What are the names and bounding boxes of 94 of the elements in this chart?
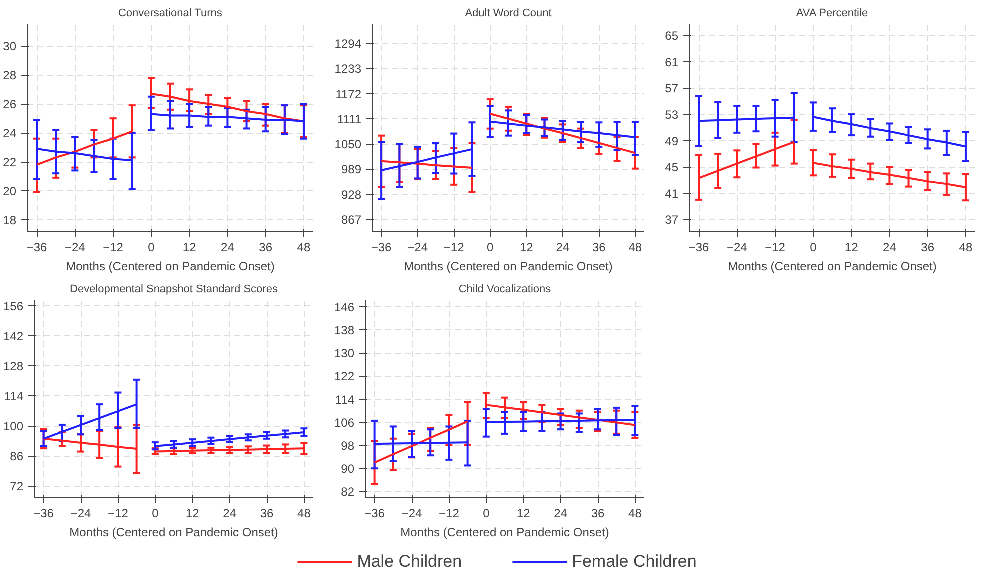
- x-tick-label: 36: [259, 240, 273, 254]
- y-tick-label: 867: [341, 213, 362, 228]
- x-axis-title: Months (Centered on Pandemic Onset): [70, 526, 278, 540]
- y-tick-label: 90: [341, 462, 355, 476]
- chart-title: Developmental Snapshot Standard Scores: [70, 284, 278, 296]
- x-tick-label: 24: [556, 240, 570, 254]
- line-series: [489, 112, 636, 154]
- x-tick-label: −12: [439, 506, 460, 520]
- x-tick-label: −24: [726, 240, 748, 254]
- x-tick-label: 48: [298, 506, 312, 520]
- y-tick-label: 41: [665, 186, 679, 201]
- x-tick-label: −36: [26, 240, 48, 254]
- y-tick-label: 82: [341, 485, 355, 500]
- x-tick-label: 48: [628, 506, 642, 520]
- x-tick-label: −12: [765, 240, 786, 254]
- x-tick-label: −36: [364, 506, 386, 520]
- x-tick-label: −24: [408, 240, 428, 254]
- y-tick-label: 72: [10, 480, 24, 494]
- x-tick-label: −12: [108, 506, 129, 520]
- y-tick-label: 156: [3, 299, 24, 314]
- y-tick-label: 61: [665, 55, 679, 70]
- y-tick-label: 26: [3, 98, 17, 112]
- x-tick-label: 48: [297, 240, 311, 254]
- y-tick-label: 1294: [334, 36, 362, 51]
- y-tick-label: 18: [3, 213, 17, 228]
- x-axis-title: Months (Centered on Pandemic Onset): [728, 260, 937, 274]
- y-tick-label: 45: [665, 160, 679, 175]
- chart-title: AVA Percentile: [796, 8, 868, 20]
- y-tick-label: 138: [334, 323, 355, 338]
- y-tick-label: 130: [334, 346, 355, 361]
- y-tick-label: 114: [335, 392, 355, 407]
- y-tick-label: 989: [341, 162, 362, 177]
- x-axis-title: Months (Centered on Pandemic Onset): [66, 260, 275, 274]
- y-tick-label: 65: [665, 29, 679, 44]
- x-tick-label: 48: [959, 240, 973, 254]
- x-tick-label: 0: [483, 506, 490, 520]
- y-tick-label: 146: [334, 300, 355, 314]
- x-tick-label: −12: [444, 240, 465, 254]
- y-tick-label: 106: [334, 416, 355, 430]
- y-tick-label: 1233: [334, 62, 362, 76]
- x-tick-label: 48: [628, 240, 642, 254]
- x-tick-label: 24: [223, 506, 237, 520]
- x-tick-label: 36: [921, 240, 935, 254]
- y-tick-label: 100: [3, 420, 24, 434]
- y-tick-label: 1172: [336, 87, 362, 102]
- x-tick-label: 12: [516, 506, 531, 520]
- x-tick-label: 0: [487, 240, 494, 254]
- y-tick-label: 28: [3, 68, 17, 83]
- y-tick-label: 1111: [337, 112, 362, 126]
- x-tick-label: 12: [844, 240, 859, 254]
- x-tick-label: −24: [402, 506, 423, 520]
- x-tick-label: 12: [186, 506, 200, 520]
- y-tick-label: 24: [3, 126, 17, 141]
- x-tick-label: 0: [148, 240, 156, 254]
- x-tick-label: 0: [810, 240, 818, 254]
- y-tick-label: 128: [3, 359, 24, 374]
- legend-label: Male Children: [357, 552, 462, 572]
- y-tick-label: 57: [665, 82, 679, 96]
- chart-title: Conversational Turns: [118, 8, 223, 20]
- line-series: [380, 160, 474, 169]
- y-tick-label: 114: [4, 389, 24, 404]
- x-tick-label: −36: [688, 240, 710, 254]
- y-tick-label: 142: [3, 329, 24, 344]
- y-tick-label: 98: [341, 439, 355, 454]
- x-tick-label: −36: [371, 240, 392, 254]
- x-tick-label: −12: [103, 240, 124, 254]
- chart-title: Child Vocalizations: [458, 284, 552, 296]
- chart-title: Adult Word Count: [465, 8, 552, 20]
- y-tick-label: 122: [334, 370, 355, 384]
- x-tick-label: 12: [182, 240, 197, 254]
- y-tick-label: 86: [10, 450, 24, 464]
- y-tick-label: 1050: [334, 138, 362, 152]
- x-tick-label: 0: [152, 506, 160, 520]
- y-tick-label: 20: [3, 184, 17, 198]
- x-tick-label: 36: [591, 506, 605, 520]
- x-tick-label: 24: [221, 240, 235, 254]
- x-tick-label: 12: [520, 240, 534, 254]
- y-tick-label: 22: [3, 156, 17, 170]
- y-tick-label: 30: [3, 40, 17, 54]
- y-tick-label: 928: [341, 188, 362, 202]
- x-tick-label: 36: [592, 240, 606, 254]
- x-tick-label: −24: [64, 240, 86, 254]
- x-tick-label: 24: [883, 240, 897, 254]
- x-tick-label: 24: [554, 506, 568, 520]
- y-tick-label: 37: [665, 213, 679, 228]
- y-tick-label: 49: [665, 134, 679, 148]
- x-tick-label: 36: [260, 506, 274, 520]
- x-tick-label: −24: [70, 506, 92, 520]
- y-tick-label: 53: [665, 108, 679, 122]
- x-axis-title: Months (Centered on Pandemic Onset): [400, 526, 610, 540]
- x-axis-title: Months (Centered on Pandemic Onset): [404, 260, 613, 274]
- legend-label: Female Children: [572, 552, 697, 572]
- line-series: [154, 431, 306, 448]
- x-tick-label: −36: [34, 506, 54, 520]
